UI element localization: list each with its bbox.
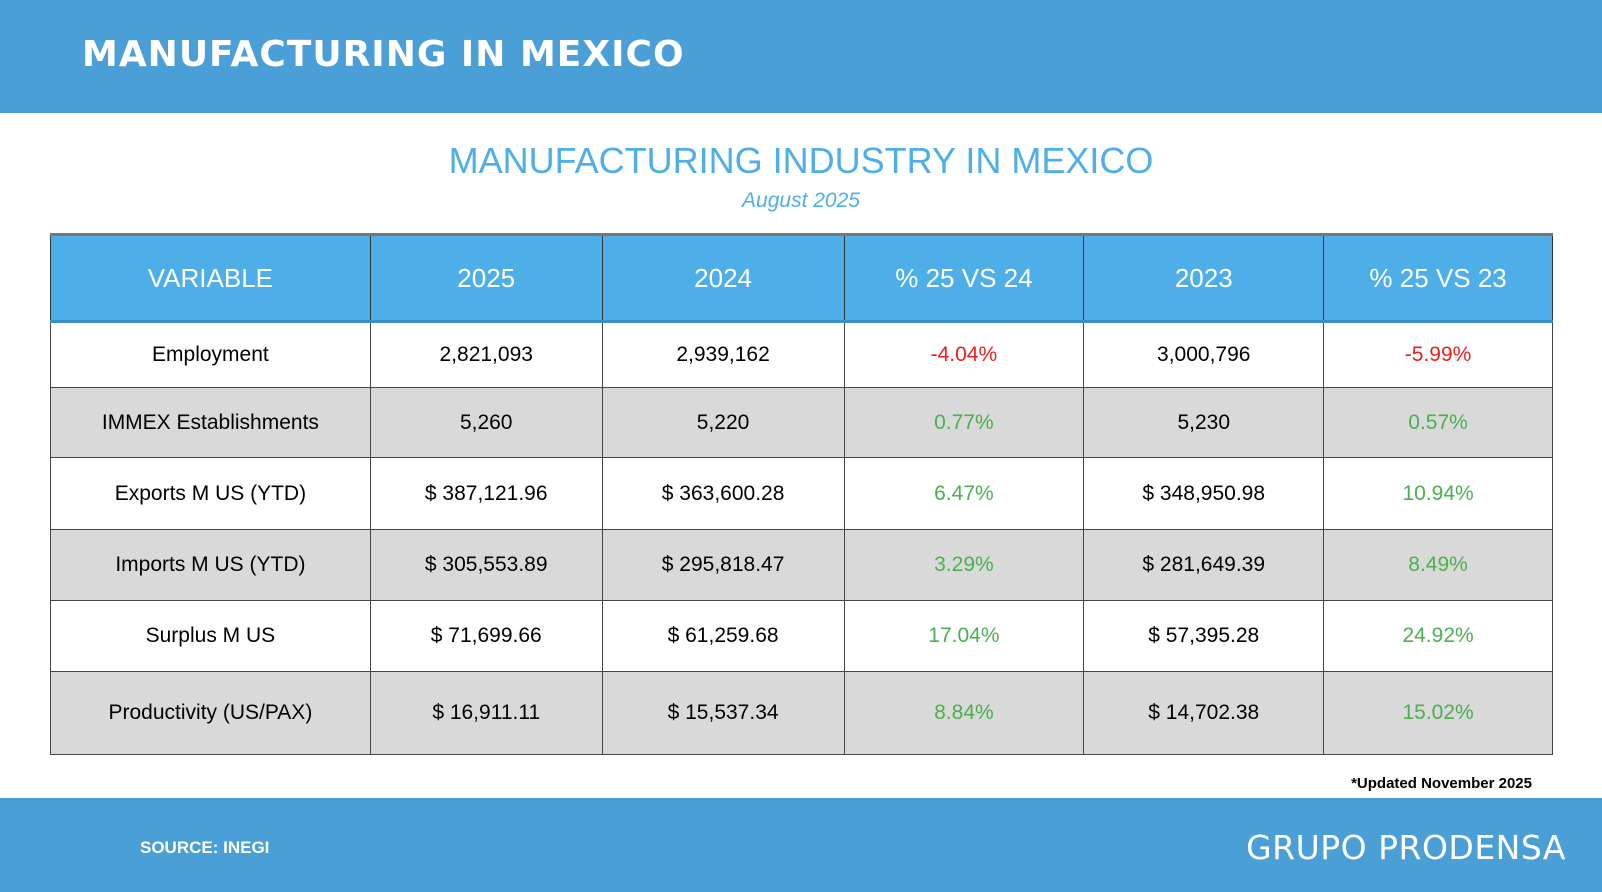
- table-row: Exports M US (YTD) $ 387,121.96 $ 363,600.…: [50, 457, 1553, 530]
- value-cell: $ 281,649.39: [1083, 529, 1325, 601]
- column-header: % 25 VS 24: [843, 233, 1085, 323]
- value-cell: 2,821,093: [369, 321, 603, 388]
- value-cell: $ 61,259.68: [601, 600, 845, 672]
- value-cell: -5.99%: [1323, 321, 1553, 388]
- value-cell: $ 57,395.28: [1083, 600, 1325, 672]
- table-row: Productivity (US/PAX) $ 16,911.11 $ 15,537…: [50, 671, 1553, 755]
- page-subtitle: August 2025: [742, 189, 860, 212]
- footer-banner: SOURCE: INEGI GRUPO PRODENSA: [0, 798, 1602, 892]
- value-cell: 3,000,796: [1083, 321, 1325, 388]
- variable-name-cell: Exports M US (YTD): [50, 457, 371, 530]
- value-cell: $ 387,121.96: [369, 457, 603, 530]
- source-label: SOURCE: INEGI: [140, 838, 270, 857]
- value-cell: 24.92%: [1323, 600, 1553, 672]
- variable-name-cell: IMMEX Establishments: [50, 387, 371, 458]
- variable-name-cell: Employment: [50, 321, 371, 388]
- variable-name-cell: Imports M US (YTD): [50, 529, 371, 601]
- column-header: VARIABLE: [50, 233, 371, 323]
- value-cell: $ 363,600.28: [601, 457, 845, 530]
- value-cell: 17.04%: [843, 600, 1085, 672]
- value-cell: 5,220: [601, 387, 845, 458]
- variable-name-cell: Surplus M US: [50, 600, 371, 672]
- value-cell: $ 16,911.11: [369, 671, 603, 755]
- banner-title: MANUFACTURING IN MEXICO: [82, 34, 685, 75]
- value-cell: 15.02%: [1323, 671, 1553, 755]
- value-cell: 6.47%: [843, 457, 1085, 530]
- update-note: *Updated November 2025: [1351, 775, 1532, 792]
- value-cell: 0.57%: [1323, 387, 1553, 458]
- page-title: MANUFACTURING INDUSTRY IN MEXICO: [448, 140, 1154, 181]
- value-cell: $ 348,950.98: [1083, 457, 1325, 530]
- value-cell: $ 295,818.47: [601, 529, 845, 601]
- value-cell: $ 15,537.34: [601, 671, 845, 755]
- table-row: Imports M US (YTD) $ 305,553.89 $ 295,818.…: [50, 529, 1553, 601]
- value-cell: 2,939,162: [601, 321, 845, 388]
- data-table: VARIABLE 2025 2024% 25 VS 24 2023% 25 VS 23…: [50, 233, 1553, 755]
- value-cell: 3.29%: [843, 529, 1085, 601]
- value-cell: 8.84%: [843, 671, 1085, 755]
- column-header: % 25 VS 23: [1323, 233, 1553, 323]
- column-header: 2025: [369, 233, 603, 323]
- value-cell: $ 14,702.38: [1083, 671, 1325, 755]
- table-row: Employment 2,821,093 2,939,162 -4.04% 3,000,…: [50, 321, 1553, 388]
- value-cell: 5,230: [1083, 387, 1325, 458]
- table-row: Surplus M US $ 71,699.66 $ 61,259.68 17.04%…: [50, 600, 1553, 672]
- table-header-row: VARIABLE 2025 2024% 25 VS 24 2023% 25 VS 23: [50, 233, 1553, 323]
- column-header: 2023: [1083, 233, 1325, 323]
- value-cell: 10.94%: [1323, 457, 1553, 530]
- top-banner: MANUFACTURING IN MEXICO: [0, 0, 1602, 113]
- value-cell: 8.49%: [1323, 529, 1553, 601]
- value-cell: -4.04%: [843, 321, 1085, 388]
- value-cell: $ 71,699.66: [369, 600, 603, 672]
- value-cell: 0.77%: [843, 387, 1085, 458]
- variable-name-cell: Productivity (US/PAX): [50, 671, 371, 755]
- company-logo: GRUPO PRODENSA: [1246, 828, 1566, 867]
- table-row: IMMEX Establishments 5,260 5,220 0.77% 5,230…: [50, 387, 1553, 458]
- value-cell: $ 305,553.89: [369, 529, 603, 601]
- value-cell: 5,260: [369, 387, 603, 458]
- column-header: 2024: [601, 233, 845, 323]
